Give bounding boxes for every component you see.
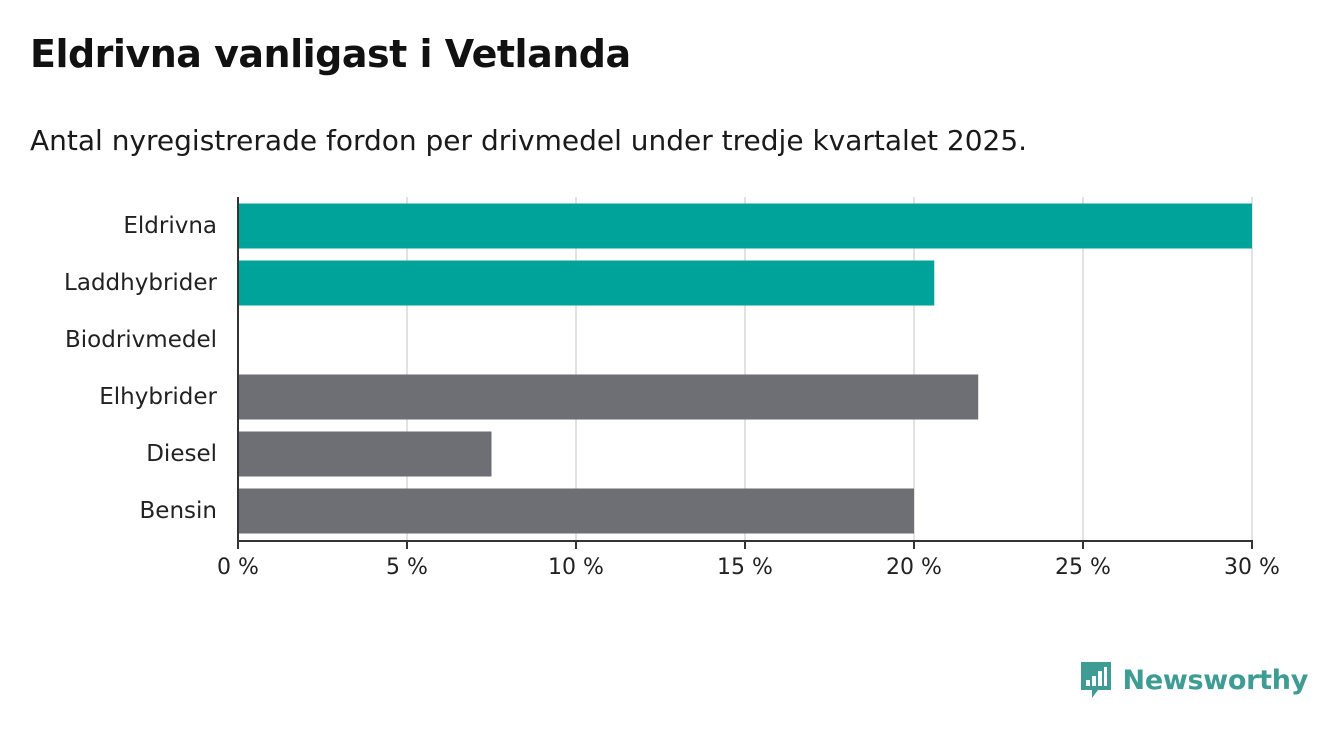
x-tick-label: 5 % (386, 555, 428, 580)
category-labels: Eldrivna Laddhybrider Biodrivmedel Elhybrid… (64, 213, 217, 524)
category-label: Biodrivmedel (65, 327, 217, 353)
category-label: Diesel (146, 441, 217, 467)
bar (238, 374, 979, 420)
gridlines (406, 197, 1253, 541)
x-tick-label: 25 % (1055, 555, 1111, 580)
category-label: Laddhybrider (64, 270, 217, 296)
x-tick-label: 10 % (548, 555, 604, 580)
bar (238, 488, 914, 534)
category-label: Bensin (140, 498, 217, 524)
x-tick-label: 15 % (717, 555, 773, 580)
chart-subtitle: Antal nyregistrerade fordon per drivmede… (30, 124, 1028, 157)
bar-chart: 0 % 5 % 10 % 15 % 20 % 25 % 30 % Eldrivna Laddh… (64, 197, 1280, 580)
brand-name: Newsworthy (1122, 664, 1309, 696)
bar (238, 203, 1252, 249)
x-tick-label: 20 % (886, 555, 942, 580)
newsworthy-logo: Newsworthy (1079, 660, 1308, 700)
bar-chart-logo-icon (1080, 662, 1111, 698)
category-label: Eldrivna (123, 213, 217, 239)
x-tick-label: 30 % (1224, 555, 1280, 580)
bars (238, 203, 1252, 534)
bar (238, 431, 492, 477)
x-tick-label: 0 % (217, 555, 259, 580)
bar (238, 260, 935, 306)
category-label: Elhybrider (99, 384, 217, 410)
chart-title: Eldrivna vanligast i Vetlanda (30, 32, 631, 76)
x-axis: 0 % 5 % 10 % 15 % 20 % 25 % 30 % (217, 197, 1280, 580)
